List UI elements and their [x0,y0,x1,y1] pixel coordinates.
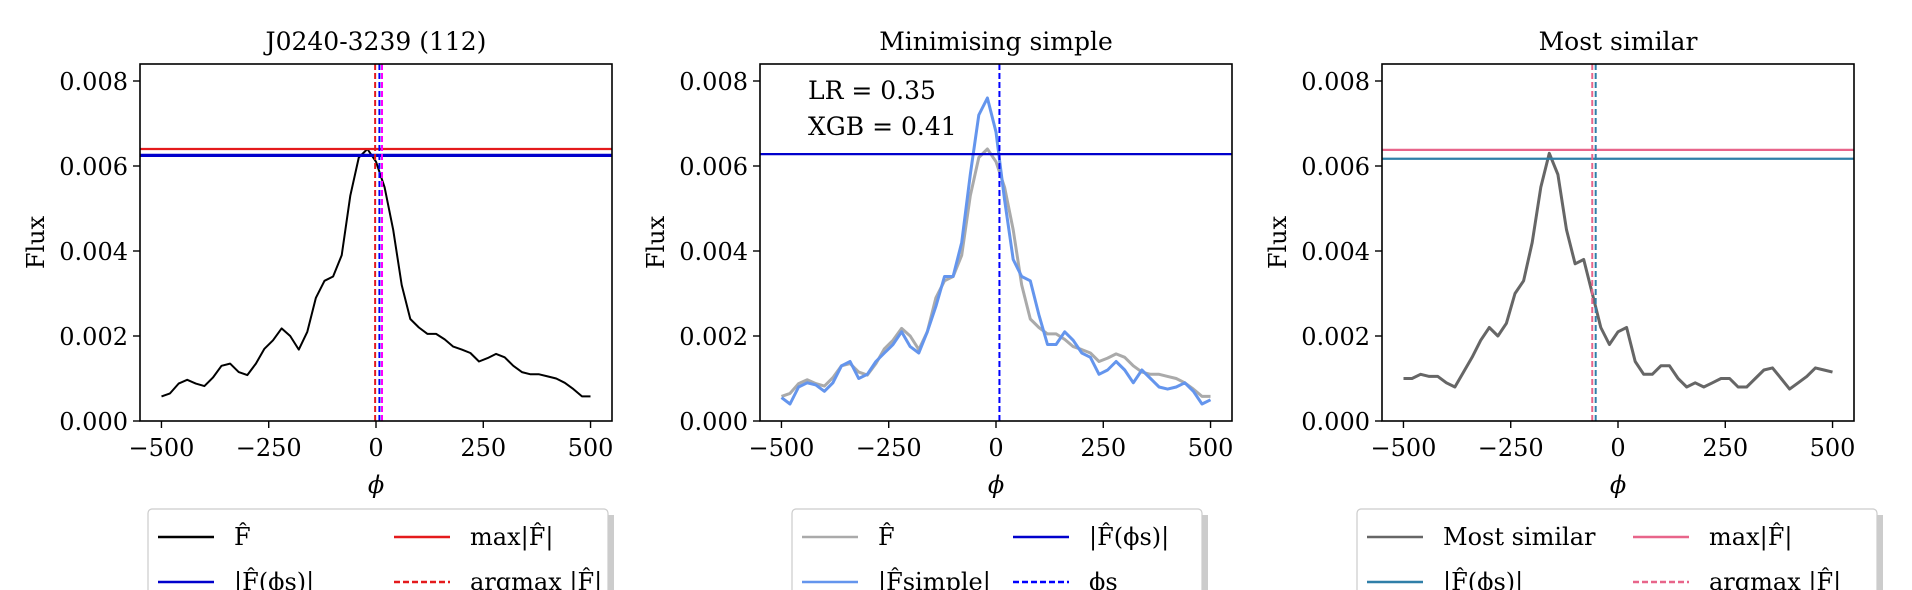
y-tick-label: 0.004 [679,238,748,266]
x-tick-label: 250 [460,434,506,462]
legend-box [1356,508,1878,590]
x-tick-label: −500 [1370,434,1436,462]
x-axis-label: ϕ [368,471,384,499]
legend-label: F̂ [234,523,251,551]
x-tick-label: −500 [748,434,814,462]
plot-frame [139,63,613,422]
chart-title: Most similar [1539,27,1698,56]
y-tick-label: 0.002 [1301,323,1370,351]
x-tick-label: 500 [1188,434,1234,462]
y-tick-label: 0.004 [59,238,128,266]
x-tick-label: 0 [368,434,383,462]
y-axis-label: Flux [22,215,50,269]
plot-frame [1381,63,1855,422]
legend-label: argmax |F̂| [1709,568,1841,590]
series-line-1 [1403,151,1833,391]
chart-panel-1: J0240-3239 (112) −500 −250 0 250 500 0.000 0.00… [22,27,614,590]
legend-label: max|F̂| [470,523,553,552]
y-axis-label: Flux [642,215,670,269]
y-tick-label: 0.006 [679,153,748,181]
chart-title: Minimising simple [879,27,1113,56]
legend: F̂ max|F̂| |F̂(ϕs)| argmax |F̂| [147,508,614,590]
series-line-1 [781,147,1211,398]
x-axis-label: ϕ [988,471,1004,499]
legend: Most similar max|F̂| |F̂(ϕs)| argmax |F̂| [1356,508,1883,590]
legend-label: max|F̂| [1709,523,1792,552]
chart-panel-2: Minimising simple −500 −250 0 250 500 0.000 0.0… [642,27,1233,590]
x-axis-label: ϕ [1610,471,1626,499]
legend-label: argmax |F̂| [470,568,602,590]
legend-label: Most similar [1443,523,1596,551]
legend-box [147,508,609,590]
legend-label: |F̂(ϕs)| [234,568,314,590]
y-tick-label: 0.000 [59,408,128,436]
x-tick-label: 0 [1610,434,1625,462]
x-tick-label: −250 [1478,434,1544,462]
y-tick-label: 0.008 [679,68,748,96]
y-tick-label: 0.006 [1301,153,1370,181]
annotation-text: XGB = 0.41 [808,112,957,141]
y-tick-label: 0.002 [59,323,128,351]
x-tick-label: 250 [1080,434,1126,462]
y-axis-label: Flux [1264,215,1292,269]
x-tick-label: −250 [236,434,302,462]
legend-label: ϕs [1089,568,1118,590]
x-tick-label: −500 [128,434,194,462]
annotation-text: LR = 0.35 [808,76,936,105]
legend-label: |F̂(ϕs)| [1443,568,1523,590]
y-tick-label: 0.008 [59,68,128,96]
chart-panel-3: Most similar −500 −250 0 250 500 0.000 0.002 0.0… [1264,27,1883,590]
y-tick-label: 0.000 [679,408,748,436]
x-tick-label: 250 [1702,434,1748,462]
legend-label: F̂ [878,523,895,551]
y-tick-label: 0.002 [679,323,748,351]
chart-title: J0240-3239 (112) [263,27,487,56]
y-tick-label: 0.000 [1301,408,1370,436]
series-line-1 [161,148,591,398]
x-tick-label: 0 [988,434,1003,462]
legend-label: |F̂(ϕs)| [1089,523,1169,552]
legend-box [791,508,1203,590]
x-tick-label: −250 [856,434,922,462]
x-tick-label: 500 [568,434,614,462]
x-tick-label: 500 [1810,434,1856,462]
y-tick-label: 0.006 [59,153,128,181]
y-tick-label: 0.008 [1301,68,1370,96]
legend-label: |F̂simple| [878,568,991,590]
legend: F̂ |F̂(ϕs)| |F̂simple| ϕs [791,508,1208,590]
series-line-2 [780,96,1212,406]
y-tick-label: 0.004 [1301,238,1370,266]
